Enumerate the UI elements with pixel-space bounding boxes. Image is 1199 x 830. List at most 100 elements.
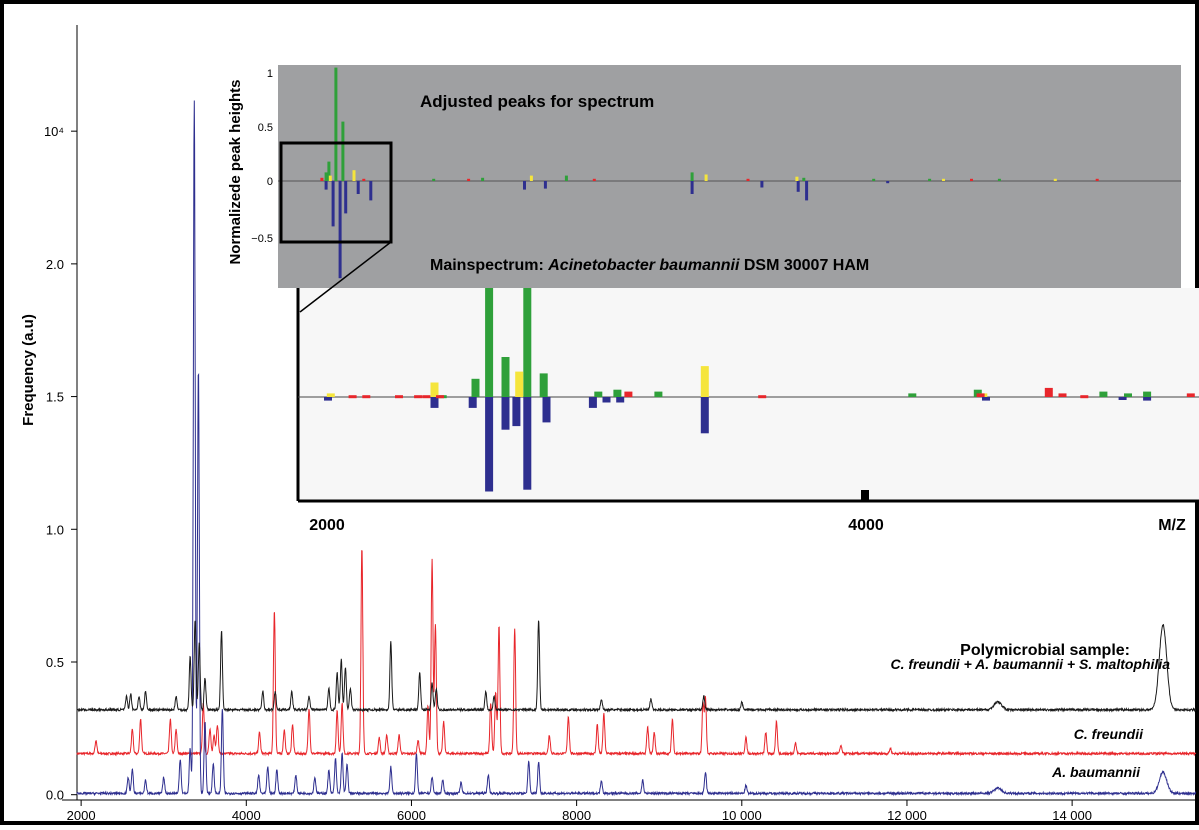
zoom-x-label-mz: M/Z — [1158, 517, 1186, 534]
inset-bar — [324, 181, 328, 190]
zoom-bar — [1143, 397, 1152, 401]
spectrum-line-c-freundii — [76, 550, 1197, 757]
zoom-bar — [430, 397, 439, 408]
inset-title: Adjusted peaks for spectrum — [420, 92, 654, 111]
inset-subtitle-suffix: DSM 30007 HAM — [739, 257, 869, 274]
inset-bar — [795, 176, 799, 181]
zoom-bar — [624, 391, 633, 398]
inset-bar — [543, 181, 547, 189]
zoom-bar — [362, 395, 371, 399]
zoom-bar — [1124, 393, 1132, 397]
main-y-ticks: 0.0 0.5 1.0 1.5 2.0 10⁴ — [44, 124, 77, 803]
main-x-tick-label: 14 000 — [1052, 808, 1092, 823]
inset-y-axis-label: Normalizede peak heights — [227, 79, 244, 264]
zoom-bar — [602, 397, 611, 403]
main-x-ticks: 2000 4000 6000 8000 10 000 12 000 14 000 — [67, 800, 1092, 823]
inset-bar — [564, 175, 568, 181]
inset-bar — [997, 178, 1001, 181]
inset-bar — [432, 178, 436, 181]
zoom-bar — [422, 395, 431, 399]
inset-bar — [324, 172, 328, 181]
spectrum-line-mixed — [76, 620, 1197, 713]
zoom-bar — [700, 397, 709, 434]
inset-panel: 1 0.5 0 −0.5 Normalizede peak heights Ad… — [227, 65, 1181, 288]
inset-bar — [369, 181, 373, 201]
zoom-bar — [436, 395, 444, 399]
zoom-bar — [523, 224, 532, 397]
zoom-bar — [908, 393, 917, 397]
inset-subtitle: Mainspectrum: Acinetobacter baumannii DS… — [430, 257, 869, 274]
main-x-tick-label: 12 000 — [887, 808, 927, 823]
series-label-a-baumannii: A. baumannii — [1051, 764, 1141, 780]
inset-bar — [592, 178, 596, 181]
inset-bar — [523, 181, 526, 190]
zoom-bar — [1099, 391, 1108, 398]
zoom-bar — [588, 397, 597, 408]
inset-y-tick-0: 0 — [267, 176, 273, 188]
zoom-x-tick-4000: 4000 — [848, 517, 884, 534]
inset-bar — [704, 174, 708, 181]
zoom-x-tick-2000: 2000 — [309, 517, 345, 534]
zoom-bar — [1080, 395, 1089, 399]
zoom-bar — [654, 391, 663, 398]
inset-bar — [1095, 178, 1099, 181]
inset-bar — [805, 181, 809, 201]
zoom-bar — [594, 391, 603, 398]
inset-bar — [872, 178, 876, 181]
inset-bar — [338, 181, 342, 279]
inset-bar — [690, 172, 694, 181]
zoom-bar — [1143, 391, 1152, 398]
zoom-bars — [324, 224, 1195, 492]
zoom-bar — [324, 397, 332, 401]
zoom-bar — [758, 395, 767, 399]
inset-bar — [327, 161, 331, 181]
series-label-c-freundii: C. freundii — [1074, 726, 1144, 742]
main-y-axis-label: Frequency (a.u) — [20, 314, 37, 426]
zoom-bar — [542, 397, 551, 423]
zoom-bar — [539, 373, 548, 397]
inset-subtitle-prefix: Mainspectrum: — [430, 257, 548, 274]
inset-bar — [331, 181, 335, 227]
zoom-bar — [468, 397, 477, 408]
inset-bar — [328, 175, 332, 181]
zoom-bar — [982, 397, 990, 401]
inset-bar — [690, 181, 694, 194]
zoom-bar — [414, 395, 423, 399]
zoom-bar — [501, 357, 510, 397]
inset-bar — [886, 181, 890, 184]
zoom-bar — [501, 397, 510, 430]
zoom-bar — [471, 378, 480, 397]
zoom-bar — [1044, 387, 1053, 397]
inset-bars — [320, 67, 1099, 279]
spectrum-line-a-baumannii — [76, 100, 1197, 797]
zoom-bar — [348, 395, 357, 399]
zoom-bar — [485, 397, 494, 492]
inset-bar — [1053, 178, 1057, 181]
spectra-lines — [76, 100, 1197, 797]
polymicrobial-sample-label: Polymicrobial sample: — [960, 642, 1130, 659]
inset-bar — [320, 177, 324, 181]
zoom-bar — [430, 382, 439, 397]
inset-y-tick-0-5: 0.5 — [258, 122, 273, 134]
zoom-bar — [512, 397, 521, 427]
series-label-mixed: C. freundii + A. baumannii + S. maltophi… — [890, 656, 1170, 672]
inset-bar — [334, 67, 338, 181]
main-y-tick-label: 10⁴ — [44, 124, 64, 139]
inset-y-tick-1: 1 — [267, 68, 273, 80]
inset-bar — [802, 177, 806, 181]
zoom-bar — [1186, 393, 1195, 397]
inset-bar — [467, 178, 471, 181]
zoom-bar — [515, 371, 524, 397]
inset-bar — [760, 181, 764, 188]
main-y-tick-label: 2.0 — [46, 257, 64, 272]
zoom-tick-mark — [861, 490, 869, 501]
inset-bar — [796, 181, 800, 192]
inset-bar — [344, 181, 348, 214]
zoom-bar — [326, 393, 335, 397]
zoom-bar — [1118, 397, 1127, 400]
inset-zoom-box — [279, 141, 393, 244]
inset-bar — [928, 178, 932, 181]
inset-bar — [352, 170, 356, 181]
inset-bar — [942, 178, 945, 181]
